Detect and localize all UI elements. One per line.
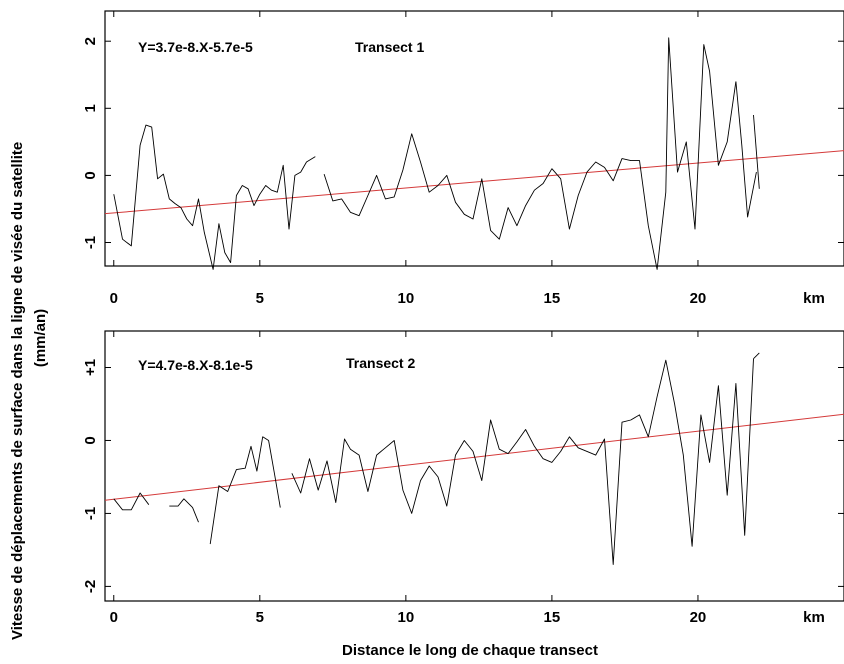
series-line-segment xyxy=(113,124,316,270)
transect-2-title: Transect 2 xyxy=(346,355,415,371)
x-axis-label: Distance le long de chaque transect xyxy=(342,642,598,659)
transect-1-plot-frame xyxy=(104,10,844,267)
x-tick-label: 15 xyxy=(544,609,561,626)
x-tick-label: 20 xyxy=(690,609,707,626)
y-axis-unit-label: (mm/an) xyxy=(32,309,49,367)
y-tick-label: 1 xyxy=(82,104,99,112)
series-line-segment xyxy=(169,498,199,523)
series-line-segment xyxy=(735,81,757,218)
transect-2-plot-frame xyxy=(104,330,844,602)
x-tick-label: 10 xyxy=(398,290,415,307)
transect-2-marks xyxy=(104,352,844,565)
transect-1-title: Transect 1 xyxy=(355,39,424,55)
trend-line xyxy=(104,150,844,215)
series-line-segment xyxy=(291,358,754,565)
series-line-segment xyxy=(753,352,760,360)
x-tick-label: 15 xyxy=(544,290,561,307)
transect-1-panel: 0 5 10 15 20 -1 0 1 2 Y=3.7e-8.X-5.7e-5 Transect… xyxy=(82,10,844,307)
y-tick-label: -1 xyxy=(82,236,99,249)
transect-1-tick-labels: 0 5 10 15 20 -1 0 1 2 xyxy=(82,37,706,307)
x-tick-label: 5 xyxy=(256,290,264,307)
y-tick-label: -2 xyxy=(82,580,99,593)
transect-2-tick-labels: 0 5 10 15 20 -2 -1 0 +1 xyxy=(82,359,706,626)
series-line-segment xyxy=(753,114,760,189)
transect-2-ticks xyxy=(105,331,844,601)
x-tick-label: 20 xyxy=(690,290,707,307)
y-tick-label: 0 xyxy=(82,171,99,179)
transect-2-x-unit: km xyxy=(803,609,825,626)
series-line-segment xyxy=(323,37,737,270)
transect-2-panel: 0 5 10 15 20 -2 -1 0 +1 Y=4.7e-8.X-8.1e-5 Transe… xyxy=(82,330,844,626)
series-line-segment xyxy=(209,436,281,545)
y-axis-label: Vitesse de déplacements de surface dans … xyxy=(9,142,26,640)
series-line-segment xyxy=(113,492,150,511)
transect-1-equation: Y=3.7e-8.X-5.7e-5 xyxy=(138,39,253,55)
transect-1-marks xyxy=(104,37,844,270)
x-tick-label: 0 xyxy=(110,609,118,626)
transect-1-ticks xyxy=(105,11,844,266)
transect-2-equation: Y=4.7e-8.X-8.1e-5 xyxy=(138,357,253,373)
y-tick-label: 2 xyxy=(82,37,99,45)
x-tick-label: 5 xyxy=(256,609,264,626)
y-tick-label: -1 xyxy=(82,507,99,520)
y-tick-label: +1 xyxy=(82,359,99,376)
transect-1-x-unit: km xyxy=(803,290,825,307)
x-tick-label: 10 xyxy=(398,609,415,626)
x-tick-label: 0 xyxy=(110,290,118,307)
y-tick-label: 0 xyxy=(82,436,99,444)
